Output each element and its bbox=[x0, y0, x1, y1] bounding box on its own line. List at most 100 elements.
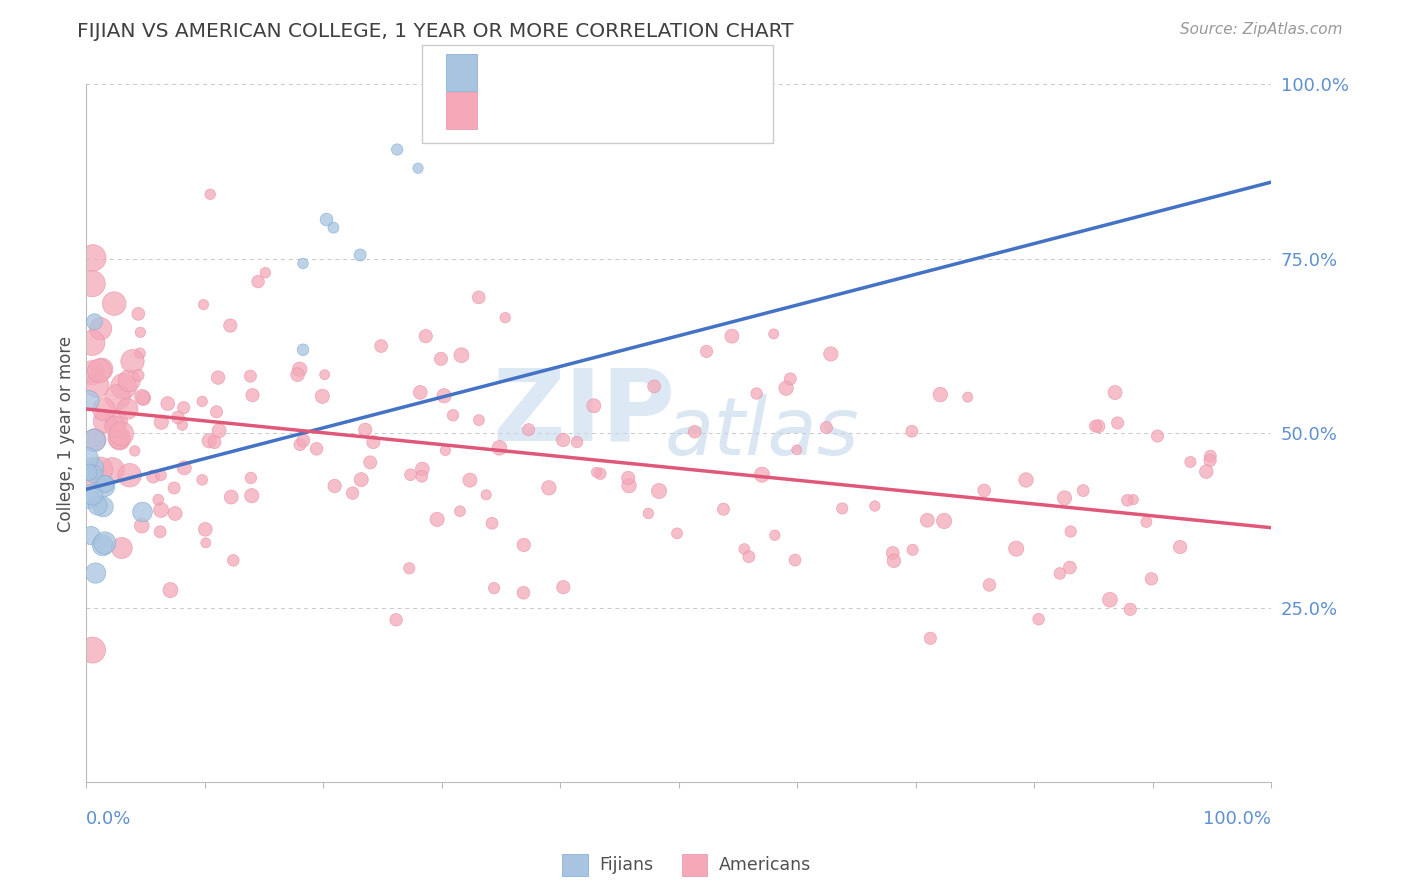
Point bbox=[93, 402, 115, 417]
Point bbox=[254, 266, 277, 280]
Point bbox=[292, 343, 315, 357]
Point bbox=[83, 315, 105, 329]
Point bbox=[93, 414, 115, 428]
Point bbox=[553, 580, 575, 594]
Point bbox=[617, 471, 640, 485]
Point bbox=[815, 420, 838, 434]
Point bbox=[882, 546, 904, 560]
Point bbox=[159, 583, 181, 598]
Point bbox=[745, 386, 768, 401]
Point bbox=[219, 318, 242, 333]
Point bbox=[775, 381, 797, 395]
Point bbox=[239, 369, 262, 384]
Point bbox=[359, 455, 381, 469]
Point bbox=[105, 414, 128, 428]
Y-axis label: College, 1 year or more: College, 1 year or more bbox=[58, 335, 75, 532]
Point bbox=[322, 220, 344, 235]
Point bbox=[103, 296, 125, 310]
Point bbox=[219, 490, 242, 504]
Point bbox=[385, 613, 408, 627]
Point bbox=[1168, 540, 1191, 554]
Point bbox=[191, 473, 214, 487]
Point bbox=[91, 500, 114, 514]
Point bbox=[411, 469, 433, 483]
Text: R =  0.660: R = 0.660 bbox=[491, 63, 586, 81]
Text: Source: ZipAtlas.com: Source: ZipAtlas.com bbox=[1180, 22, 1343, 37]
Point bbox=[93, 479, 115, 493]
Point bbox=[118, 374, 141, 388]
Point bbox=[920, 632, 942, 646]
Point bbox=[409, 385, 432, 400]
Point bbox=[1116, 493, 1139, 508]
Point bbox=[820, 347, 842, 361]
Point bbox=[104, 419, 127, 434]
Point bbox=[468, 413, 491, 427]
Point bbox=[194, 536, 217, 550]
Point bbox=[1107, 416, 1129, 430]
Point bbox=[786, 442, 808, 457]
Point bbox=[1098, 592, 1121, 607]
Point bbox=[433, 389, 456, 403]
Point bbox=[831, 501, 853, 516]
Point bbox=[207, 370, 229, 384]
Point bbox=[643, 379, 665, 393]
Point bbox=[79, 492, 101, 507]
Point bbox=[163, 481, 186, 495]
Point bbox=[191, 394, 214, 409]
Point bbox=[350, 473, 373, 487]
Point bbox=[82, 487, 104, 501]
Point bbox=[637, 507, 659, 521]
Text: Americans: Americans bbox=[718, 855, 811, 874]
Point bbox=[517, 423, 540, 437]
Point bbox=[239, 471, 262, 485]
Point bbox=[666, 526, 689, 541]
Point bbox=[89, 322, 111, 336]
Point bbox=[488, 441, 510, 455]
Point bbox=[194, 522, 217, 536]
Point bbox=[762, 326, 785, 341]
Point bbox=[398, 561, 420, 575]
Point bbox=[1049, 566, 1071, 581]
Point bbox=[292, 434, 315, 448]
Point bbox=[291, 256, 314, 270]
Point bbox=[342, 486, 364, 500]
Point bbox=[450, 348, 472, 362]
Point bbox=[434, 443, 457, 458]
Point bbox=[76, 451, 98, 466]
Point bbox=[1104, 385, 1126, 400]
Point bbox=[80, 528, 103, 542]
Point bbox=[82, 277, 104, 291]
Point bbox=[156, 396, 179, 410]
Point bbox=[1084, 419, 1107, 434]
Point bbox=[108, 431, 131, 445]
Point bbox=[82, 471, 104, 485]
Point bbox=[204, 435, 226, 450]
Point bbox=[929, 387, 952, 401]
Point bbox=[458, 473, 481, 487]
Text: FIJIAN VS AMERICAN COLLEGE, 1 YEAR OR MORE CORRELATION CHART: FIJIAN VS AMERICAN COLLEGE, 1 YEAR OR MO… bbox=[77, 22, 794, 41]
Point bbox=[247, 275, 270, 289]
Point bbox=[82, 460, 104, 475]
Point bbox=[129, 326, 152, 340]
Point bbox=[430, 351, 453, 366]
Point bbox=[288, 437, 311, 451]
Point bbox=[240, 489, 263, 503]
Point bbox=[77, 465, 100, 479]
Point bbox=[973, 483, 995, 498]
Point bbox=[494, 310, 516, 325]
Point bbox=[1053, 491, 1076, 505]
Point bbox=[193, 297, 215, 311]
Point bbox=[131, 505, 153, 519]
Point bbox=[763, 528, 786, 542]
Point bbox=[131, 518, 153, 533]
Point bbox=[110, 426, 132, 441]
Point bbox=[721, 329, 744, 343]
Point bbox=[1059, 560, 1081, 574]
Point bbox=[1180, 455, 1202, 469]
Point bbox=[127, 307, 149, 321]
Point bbox=[779, 372, 801, 386]
Point bbox=[733, 542, 755, 557]
Text: 100.0%: 100.0% bbox=[1204, 811, 1271, 829]
Point bbox=[979, 578, 1001, 592]
Point bbox=[415, 329, 437, 343]
